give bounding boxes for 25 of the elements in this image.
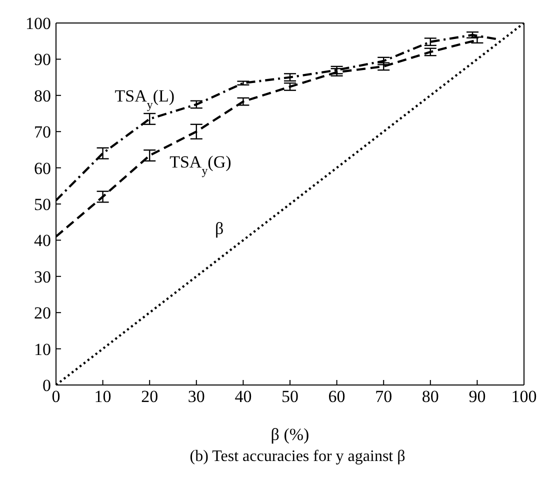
text: (b) Test accuracies for y against β [188, 448, 406, 466]
y-tick-label: 80 [34, 86, 51, 106]
y-tick-label: 60 [34, 158, 51, 178]
x-tick-label: 70 [375, 387, 392, 406]
x-tick-label: 100 [511, 387, 537, 406]
x-axis-title: β (%) [270, 425, 310, 444]
x-tick-label: 90 [468, 387, 486, 406]
y-tick-label: 100 [26, 14, 51, 34]
x-tick-label: 10 [94, 387, 112, 406]
x-tick-label: 30 [188, 387, 205, 406]
series-label: TSA$_{y}$(G) [170, 152, 232, 178]
series-label: β [215, 219, 224, 238]
x-tick-label: 80 [422, 387, 439, 406]
x-tick-label: 50 [282, 387, 298, 406]
series-label: TSA$_{y}$(L) [114, 86, 175, 112]
y-tick-label: 40 [34, 231, 51, 250]
y-tick-label: 70 [34, 122, 51, 142]
y-tick-label: 20 [34, 304, 51, 323]
y-tick-label: 90 [34, 50, 51, 70]
x-tick-label: 60 [328, 387, 346, 406]
y-tick-label: 30 [34, 267, 51, 286]
y-tick-label: 50 [34, 195, 51, 214]
x-tick-label: 20 [141, 387, 158, 406]
y-tick-label: 10 [34, 340, 51, 359]
x-tick-label: 40 [234, 387, 252, 406]
